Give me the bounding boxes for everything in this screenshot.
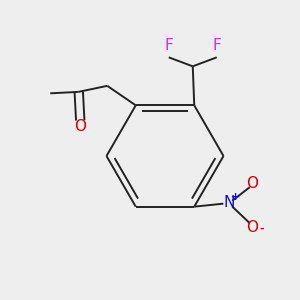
Text: F: F [212,38,221,53]
Text: +: + [231,192,240,202]
Text: O: O [74,119,86,134]
Text: -: - [260,224,264,234]
Text: O: O [246,220,258,235]
Text: F: F [164,38,173,53]
Text: N: N [223,195,234,210]
Text: O: O [246,176,258,191]
